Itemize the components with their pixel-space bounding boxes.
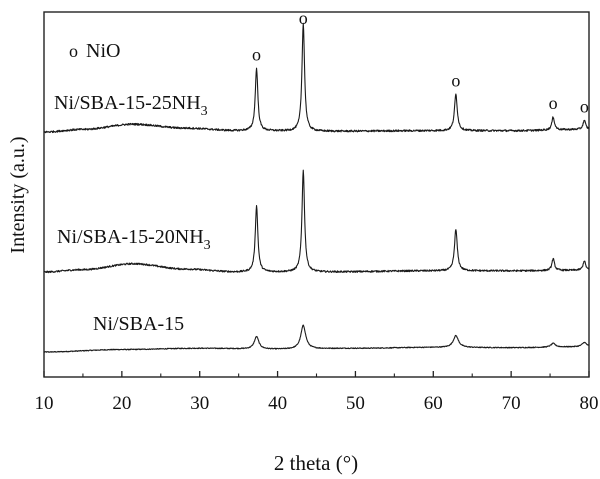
legend: o NiO [69, 40, 120, 62]
x-tick-label-80: 80 [580, 393, 599, 414]
series-line-3 [43, 22, 590, 134]
x-tick-label-30: 30 [190, 393, 209, 414]
x-tick-label-20: 20 [112, 393, 131, 414]
nio-peak-marker-1: o [252, 44, 261, 64]
y-axis-label: Intensity (a.u.) [7, 136, 29, 253]
x-tick-label-40: 40 [268, 393, 287, 414]
series-line-1 [43, 324, 590, 353]
x-tick-label-50: 50 [346, 393, 365, 414]
peak-markers: o o o o o [252, 8, 589, 116]
legend-label: NiO [86, 40, 120, 62]
x-axis-ticks [43, 371, 590, 377]
nio-peak-marker-4: o [549, 93, 558, 113]
x-tick-label-10: 10 [35, 393, 54, 414]
series-label-2: Ni/SBA-15-20NH3 [57, 226, 211, 253]
series-lines [43, 22, 590, 353]
nio-peak-marker-2: o [299, 8, 308, 28]
x-axis-tick-labels: 10 20 30 40 50 60 70 80 [35, 393, 599, 414]
x-axis-label: 2 theta (°) [274, 451, 358, 475]
nio-peak-marker-5: o [580, 96, 589, 116]
series-labels: Ni/SBA-15 Ni/SBA-15-20NH3 Ni/SBA-15-25NH3 [54, 92, 211, 335]
series-line-2 [43, 169, 590, 274]
series-label-1: Ni/SBA-15 [93, 313, 184, 335]
x-tick-label-70: 70 [502, 393, 521, 414]
legend-marker: o [69, 41, 78, 61]
nio-peak-marker-3: o [451, 70, 460, 90]
x-tick-label-60: 60 [424, 393, 443, 414]
series-label-3: Ni/SBA-15-25NH3 [54, 92, 208, 119]
